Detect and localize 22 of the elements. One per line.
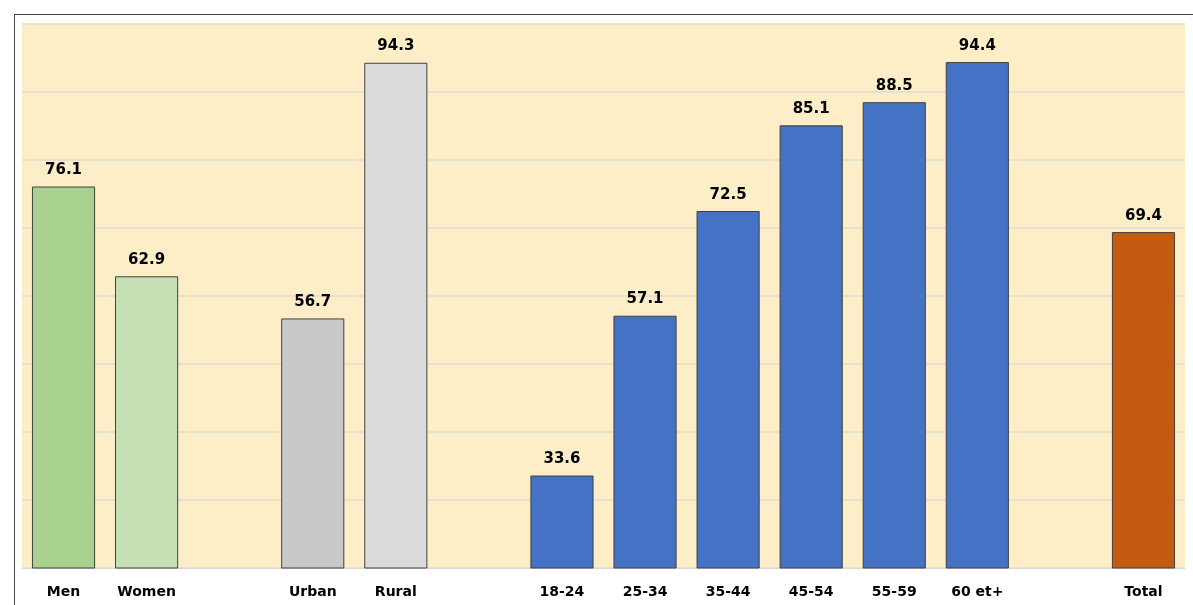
x-tick-label: 45-54 (788, 583, 834, 599)
data-label: 57.1 (626, 289, 664, 308)
data-label: 94.4 (958, 35, 996, 54)
data-label: 62.9 (128, 249, 166, 268)
data-label: 33.6 (543, 449, 581, 468)
x-tick-label: 25-34 (622, 583, 668, 599)
x-tick-label: Men (46, 583, 81, 599)
x-tick-label: 60 et+ (951, 583, 1004, 599)
data-label: 76.1 (45, 160, 83, 179)
x-tick-label: Rural (374, 583, 417, 599)
data-label: 85.1 (792, 98, 830, 117)
data-label: 69.4 (1124, 205, 1162, 224)
data-label: 88.5 (875, 75, 913, 94)
data-label: 94.3 (377, 36, 415, 55)
x-tick-label: 35-44 (705, 583, 751, 599)
x-tick-label: Total (1124, 583, 1163, 599)
x-tick-label: Women (117, 583, 176, 599)
x-tick-label: Urban (288, 583, 337, 599)
data-label: 56.7 (294, 291, 332, 310)
x-tick-label: 55-59 (871, 583, 917, 599)
x-tick-label: 18-24 (539, 583, 585, 599)
data-label: 72.5 (709, 184, 747, 203)
